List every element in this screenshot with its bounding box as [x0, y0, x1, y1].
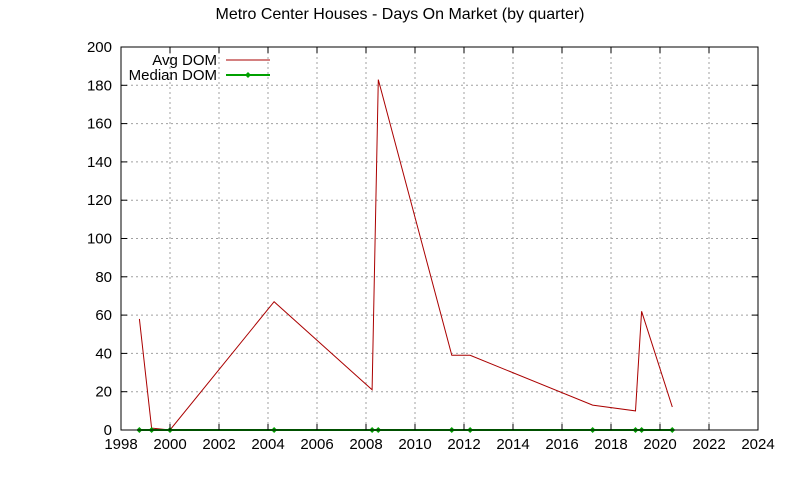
x-tick-label: 2006: [300, 436, 333, 453]
legend-label-median-dom: Median DOM: [129, 67, 217, 84]
y-tick-label: 140: [87, 154, 112, 171]
x-tick-label: 2008: [349, 436, 382, 453]
y-tick-label: 20: [95, 384, 112, 401]
y-tick-label: 80: [95, 269, 112, 286]
x-tick-label: 2022: [692, 436, 725, 453]
y-tick-label: 200: [87, 39, 112, 56]
legend-label-avg-dom: Avg DOM: [152, 52, 217, 69]
x-tick-label: 2000: [153, 436, 186, 453]
x-tick-label: 2010: [398, 436, 431, 453]
chart-title: Metro Center Houses - Days On Market (by…: [215, 6, 584, 23]
x-tick-label: 2016: [545, 436, 578, 453]
y-tick-label: 160: [87, 116, 112, 133]
x-tick-label: 2024: [741, 436, 774, 453]
x-tick-label: 2004: [251, 436, 284, 453]
y-tick-label: 60: [95, 307, 112, 324]
y-tick-label: 40: [95, 345, 112, 362]
x-tick-label: 2018: [594, 436, 627, 453]
legend-marker-median-dom: [245, 72, 251, 78]
x-tick-label: 2002: [202, 436, 235, 453]
x-tick-label: 2012: [447, 436, 480, 453]
grid: [121, 47, 758, 430]
y-tick-label: 120: [87, 192, 112, 209]
y-tick-label: 180: [87, 77, 112, 94]
ticks: 1998 2000 2002 2004 2006 2008 2010 2012 2014 2016…: [87, 39, 775, 453]
y-tick-label: 100: [87, 231, 112, 248]
x-tick-label: 2014: [496, 436, 529, 453]
y-tick-label: 0: [104, 422, 112, 439]
series-layer: [136, 79, 676, 433]
x-tick-label: 2020: [643, 436, 676, 453]
x-tick-label: 1998: [104, 436, 137, 453]
